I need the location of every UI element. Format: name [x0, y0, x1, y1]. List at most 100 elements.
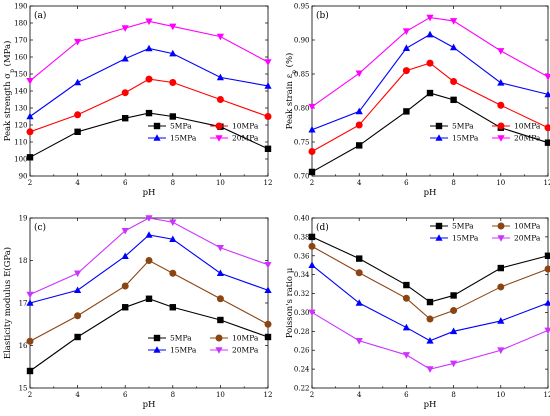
x-tick-label: 4 [357, 391, 362, 399]
legend-label: 20MPa [232, 134, 259, 143]
data-point [217, 74, 224, 81]
data-point [309, 169, 315, 175]
x-axis-title: pH [424, 400, 437, 410]
data-point [426, 366, 433, 373]
data-point [122, 304, 128, 310]
data-point [146, 110, 152, 116]
data-point [145, 231, 152, 238]
data-point [146, 76, 153, 83]
data-point [74, 312, 81, 319]
legend-label: 15MPa [170, 346, 197, 355]
data-point [427, 90, 433, 96]
data-point [27, 154, 33, 160]
data-point [27, 128, 34, 135]
data-point [265, 321, 272, 328]
legend-marker [498, 223, 505, 230]
legend-label: 15MPa [170, 134, 197, 143]
x-tick-label: 8 [451, 391, 455, 399]
data-point [497, 283, 504, 290]
data-point [217, 295, 224, 302]
y-tick-label: 190 [14, 3, 27, 11]
panel-label: (a) [34, 10, 46, 21]
legend-label: 10MPa [232, 122, 259, 131]
data-point [169, 79, 176, 86]
data-point [265, 334, 271, 340]
x-tick-label: 4 [75, 391, 80, 399]
data-point [27, 368, 33, 374]
data-point [264, 59, 271, 66]
data-point [544, 328, 550, 335]
legend-label: 20MPa [514, 234, 541, 243]
data-point [74, 111, 81, 118]
panel-label: (b) [316, 10, 329, 21]
x-tick-label: 8 [171, 391, 175, 399]
data-point [427, 299, 433, 305]
data-point [309, 243, 316, 250]
series-15MPa [308, 31, 550, 133]
plot-frame [30, 218, 268, 388]
data-point [217, 317, 223, 323]
chart-panel-4: 246810120.220.240.260.280.300.320.340.36… [285, 215, 550, 411]
legend-label: 10MPa [514, 222, 541, 231]
data-point [74, 334, 80, 340]
data-point [26, 292, 33, 299]
legend-label: 5MPa [452, 222, 474, 231]
data-point [146, 296, 152, 302]
data-point [356, 269, 363, 276]
data-point [450, 307, 457, 314]
series-15MPa [26, 231, 271, 306]
legend-marker [498, 123, 505, 130]
x-tick-label: 10 [496, 179, 505, 187]
data-point [356, 255, 362, 261]
data-point [170, 113, 176, 119]
y-tick-label: 140 [14, 88, 27, 96]
data-point [122, 115, 128, 121]
data-point [545, 139, 550, 145]
x-tick-label: 10 [216, 179, 225, 187]
data-point [146, 257, 153, 264]
y-tick-label: 0.36 [294, 252, 310, 260]
legend-label: 10MPa [514, 122, 541, 131]
legend-label: 15MPa [452, 234, 479, 243]
y-tick-label: 0.34 [294, 271, 310, 279]
data-point [264, 262, 271, 269]
series-line [312, 93, 548, 172]
data-point [403, 108, 409, 114]
data-point [450, 44, 457, 51]
data-point [74, 129, 80, 135]
data-point [450, 78, 457, 85]
y-tick-label: 100 [14, 156, 27, 164]
data-point [356, 142, 362, 148]
x-axis-title: pH [143, 400, 156, 410]
data-point [217, 269, 224, 276]
y-tick-label: 120 [14, 122, 27, 130]
y-tick-label: 110 [14, 139, 27, 147]
data-point [544, 299, 550, 306]
y-tick-label: 0.26 [294, 347, 310, 355]
series-line [30, 218, 268, 295]
data-point [74, 270, 81, 277]
y-tick-label: 0.30 [294, 309, 310, 317]
series-20MPa [26, 215, 271, 298]
y-tick-label: 0.28 [294, 328, 310, 336]
data-point [356, 122, 363, 129]
legend-label: 5MPa [170, 334, 192, 343]
x-axis-title: pH [424, 188, 437, 198]
data-point [217, 96, 224, 103]
y-tick-label: 0.90 [294, 37, 310, 45]
x-tick-label: 12 [264, 391, 273, 399]
data-point [498, 265, 504, 271]
x-tick-label: 2 [28, 391, 32, 399]
x-tick-label: 8 [171, 179, 175, 187]
legend-label: 5MPa [452, 122, 474, 131]
y-tick-label: 130 [14, 105, 27, 113]
legend: 5MPa 10MPa 15MPa 20MPa [430, 222, 541, 243]
data-point [169, 219, 176, 226]
y-tick-label: 0.22 [294, 385, 310, 393]
data-point [74, 79, 81, 86]
data-point [122, 89, 129, 96]
